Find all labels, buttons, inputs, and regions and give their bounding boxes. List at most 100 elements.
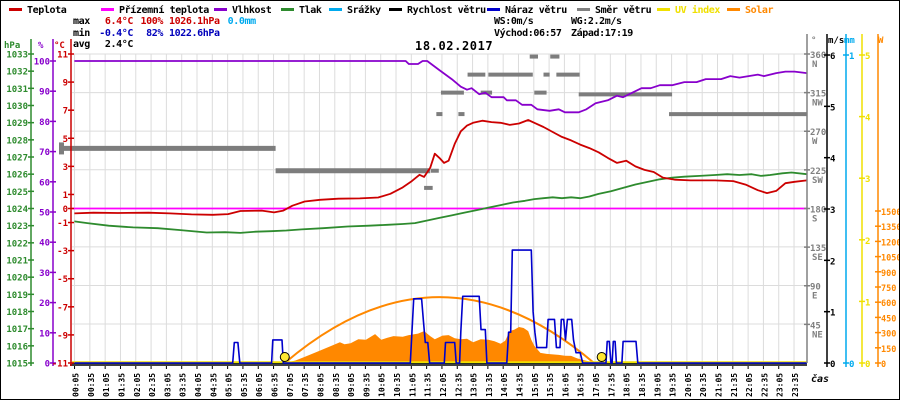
svg-text:19:05: 19:05 xyxy=(653,373,662,397)
legend-swatch xyxy=(389,7,402,11)
svg-text:2: 2 xyxy=(865,237,870,247)
svg-text:22:35: 22:35 xyxy=(760,373,769,397)
svg-text:1019: 1019 xyxy=(6,291,28,301)
svg-text:3: 3 xyxy=(865,175,870,185)
sunset-time: Západ:17:19 xyxy=(571,27,633,39)
svg-text:4: 4 xyxy=(865,114,871,124)
max-temperature: 6.4°C xyxy=(104,16,134,27)
legend-label: Tlak xyxy=(299,5,322,16)
svg-text:23:05: 23:05 xyxy=(776,373,785,397)
svg-text:1020: 1020 xyxy=(6,274,28,284)
svg-text:09:05: 09:05 xyxy=(347,373,356,397)
svg-text:05:05: 05:05 xyxy=(225,373,234,397)
min-pressure: 1022.6hPa xyxy=(169,27,220,39)
temperature-line xyxy=(74,119,807,216)
svg-text:5: 5 xyxy=(830,103,835,113)
sun-marker xyxy=(596,352,607,362)
stats-max-row: max 6.4°C 100% 1026.1hPa 0.0mm xyxy=(73,16,256,28)
legend-item-3: Vlhkost xyxy=(214,5,272,17)
avg-temperature: 2.4°C xyxy=(104,39,134,50)
pressure-line xyxy=(74,171,807,234)
svg-text:N: N xyxy=(812,60,817,70)
legend-item-4: Tlak xyxy=(281,5,322,17)
svg-text:15:35: 15:35 xyxy=(546,373,555,397)
svg-text:315: 315 xyxy=(810,90,826,100)
svg-text:450: 450 xyxy=(881,314,896,324)
svg-text:1028: 1028 xyxy=(6,136,28,146)
legend-swatch xyxy=(727,7,740,11)
svg-text:70: 70 xyxy=(39,148,50,158)
legend-label: Srážky xyxy=(347,5,381,16)
svg-text:07:35: 07:35 xyxy=(301,373,310,397)
legend-label: UV index xyxy=(675,5,720,16)
sun-row: Východ:06:57 Západ:17:19 xyxy=(494,28,633,40)
svg-text:1350: 1350 xyxy=(881,223,899,233)
legend-swatch xyxy=(101,7,114,11)
svg-text:00:35: 00:35 xyxy=(87,373,96,397)
svg-text:100: 100 xyxy=(34,58,50,68)
svg-text:10: 10 xyxy=(39,329,50,339)
svg-text:900: 900 xyxy=(881,269,896,279)
svg-text:12:35: 12:35 xyxy=(454,373,463,397)
svg-text:11:05: 11:05 xyxy=(408,373,417,397)
svg-text:1027: 1027 xyxy=(6,154,28,164)
svg-text:1015: 1015 xyxy=(6,360,28,370)
wind-sun-block: WS:0m/s WG:2.2m/s Východ:06:57 Západ:17:19 xyxy=(494,16,633,39)
svg-text:E: E xyxy=(812,292,817,302)
svg-text:20:05: 20:05 xyxy=(684,373,693,397)
legend-swatch xyxy=(214,7,227,11)
svg-text:4: 4 xyxy=(830,155,836,165)
temp-axis: °C11 9 7 5 3 1 0 -1 -3 -5 -7 -9 -11 xyxy=(52,39,74,369)
stats-block: max 6.4°C 100% 1026.1hPa 0.0mm min -0.4°C 82% 1… xyxy=(73,16,256,51)
svg-text:6: 6 xyxy=(830,52,835,62)
svg-text:02:05: 02:05 xyxy=(133,373,142,397)
svg-text:16:05: 16:05 xyxy=(561,373,570,397)
max-humidity: 100% xyxy=(140,16,164,27)
svg-text:18:05: 18:05 xyxy=(623,373,632,397)
svg-text:17:05: 17:05 xyxy=(592,373,601,397)
sunrise-time: Východ:06:57 xyxy=(494,27,562,39)
legend-label: Přízemní teplota xyxy=(119,5,209,16)
wind-speed-current: WS:0m/s xyxy=(494,16,534,27)
min-temperature: -0.4°C xyxy=(99,27,133,39)
svg-text:09:35: 09:35 xyxy=(362,373,371,397)
svg-text:SE: SE xyxy=(812,253,823,263)
x-axis-labels: 00:05 00:35 01:05 01:35 02:05 02:35 03:05 03:35… xyxy=(72,373,800,397)
min-label: min xyxy=(73,27,90,39)
svg-text:20: 20 xyxy=(39,299,50,309)
svg-text:80: 80 xyxy=(39,118,50,128)
legend-swatch xyxy=(329,7,342,11)
wind-gust-current: WG:2.2m/s xyxy=(571,16,622,27)
svg-text:1023: 1023 xyxy=(6,222,28,232)
svg-text:21:05: 21:05 xyxy=(714,373,723,397)
legend-item-7: Náraz větru xyxy=(487,5,567,17)
legend-label: Solar xyxy=(745,5,774,16)
svg-text:90: 90 xyxy=(810,283,821,293)
svg-text:1032: 1032 xyxy=(6,68,28,78)
svg-text:0: 0 xyxy=(830,360,835,370)
legend-label: Teplota xyxy=(27,5,67,16)
svg-text:7: 7 xyxy=(63,107,68,117)
svg-text:NE: NE xyxy=(812,330,823,340)
svg-text:-3: -3 xyxy=(57,247,68,257)
legend-swatch xyxy=(281,7,294,11)
svg-text:60: 60 xyxy=(39,178,50,188)
svg-text:13:05: 13:05 xyxy=(470,373,479,397)
svg-text:1050: 1050 xyxy=(881,254,899,264)
svg-text:14:35: 14:35 xyxy=(515,373,524,397)
wind-direction-segments xyxy=(59,54,807,190)
svg-text:40: 40 xyxy=(39,239,50,249)
svg-text:180: 180 xyxy=(810,205,826,215)
svg-text:22:05: 22:05 xyxy=(745,373,754,397)
max-pressure: 1026.1hPa xyxy=(169,16,220,27)
svg-text:1022: 1022 xyxy=(6,239,28,249)
svg-text:01:05: 01:05 xyxy=(102,373,111,397)
max-rain: 0.0mm xyxy=(227,16,257,27)
min-humidity: 82% xyxy=(146,27,163,39)
svg-text:04:35: 04:35 xyxy=(209,373,218,397)
svg-text:1026: 1026 xyxy=(6,171,28,181)
